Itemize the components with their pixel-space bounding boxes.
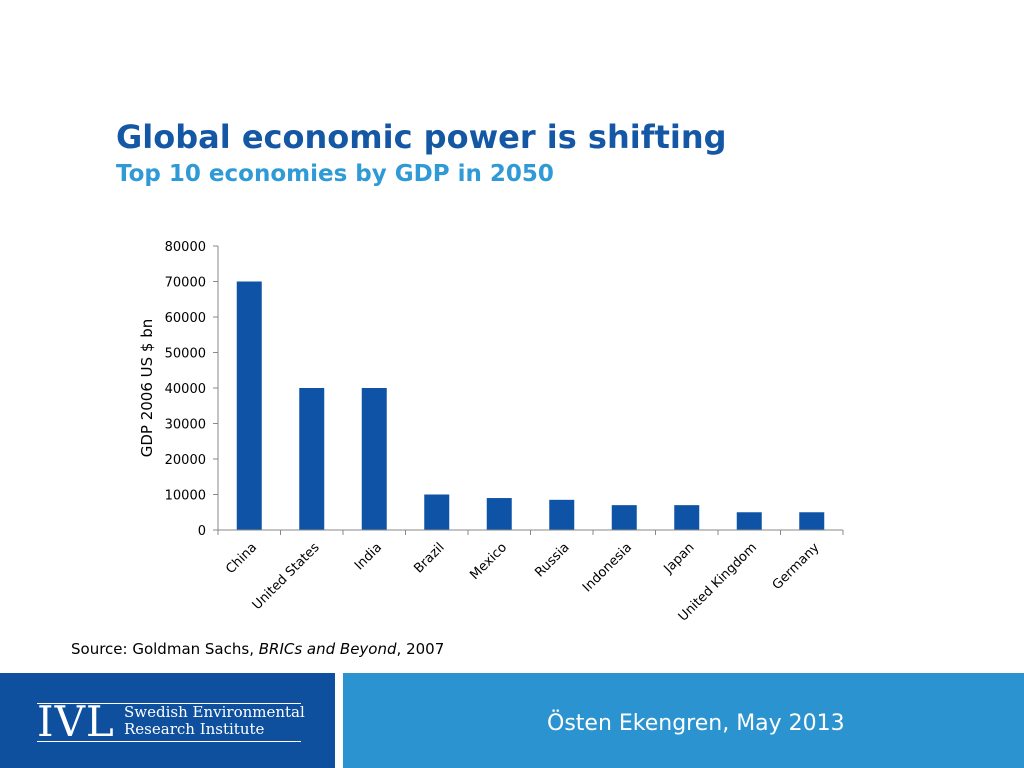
author-date: Östen Ekengren, May 2013 xyxy=(547,711,845,736)
ivl-logo: IVL xyxy=(37,697,115,746)
bar-japan xyxy=(674,505,700,530)
source-title: BRICs and Beyond xyxy=(258,640,397,658)
footer-left-panel xyxy=(0,673,335,768)
x-tick-label: China xyxy=(223,540,260,577)
y-tick-label: 50000 xyxy=(165,347,206,362)
x-tick-label: Japan xyxy=(661,540,698,577)
x-tick-label: Indonesia xyxy=(580,540,635,595)
slide-title: Global economic power is shifting xyxy=(116,118,727,156)
x-tick-label: Russia xyxy=(532,540,572,580)
bar-russia xyxy=(549,499,575,530)
bar-china xyxy=(236,281,262,530)
slide-subtitle: Top 10 economies by GDP in 2050 xyxy=(116,161,554,187)
x-tick-label: India xyxy=(352,540,385,573)
y-tick-label: 80000 xyxy=(165,240,206,255)
logo-rule-top xyxy=(37,703,301,704)
y-tick-label: 70000 xyxy=(165,276,206,291)
org-name-line1: Swedish Environmental xyxy=(124,703,305,721)
logo-rule-bottom xyxy=(37,741,301,742)
bar-india xyxy=(361,388,387,530)
source-suffix: , 2007 xyxy=(396,640,445,658)
y-axis-ticks: 0 10000 20000 30000 40000 50000 60000 70000 8000… xyxy=(165,240,844,539)
source-citation: Source: Goldman Sachs, BRICs and Beyond,… xyxy=(71,640,444,658)
y-tick-label: 10000 xyxy=(165,489,206,504)
bars xyxy=(236,281,825,530)
bar-united-states xyxy=(299,388,325,530)
source-prefix: Source: Goldman Sachs, xyxy=(71,640,259,658)
x-tick-label: Germany xyxy=(770,540,823,593)
y-tick-label: 40000 xyxy=(165,382,206,397)
x-tick-label: Brazil xyxy=(411,540,447,576)
bar-mexico xyxy=(486,498,512,530)
footer-right-panel xyxy=(343,673,1024,768)
x-tick-label: United States xyxy=(250,540,323,613)
bar-indonesia xyxy=(611,505,637,530)
org-name-line2: Research Institute xyxy=(124,720,265,738)
y-tick-label: 20000 xyxy=(165,453,206,468)
bar-germany xyxy=(799,512,825,530)
y-tick-label: 0 xyxy=(198,524,206,539)
x-tick-label: Mexico xyxy=(467,540,510,583)
bar-united-kingdom xyxy=(736,512,762,530)
org-name: Swedish Environmental Research Institute xyxy=(124,704,305,738)
y-axis-label: GDP 2006 US $ bn xyxy=(138,319,156,458)
y-tick-label: 30000 xyxy=(165,418,206,433)
footer-divider xyxy=(335,673,343,768)
y-tick-label: 60000 xyxy=(165,311,206,326)
bar-brazil xyxy=(424,494,450,530)
